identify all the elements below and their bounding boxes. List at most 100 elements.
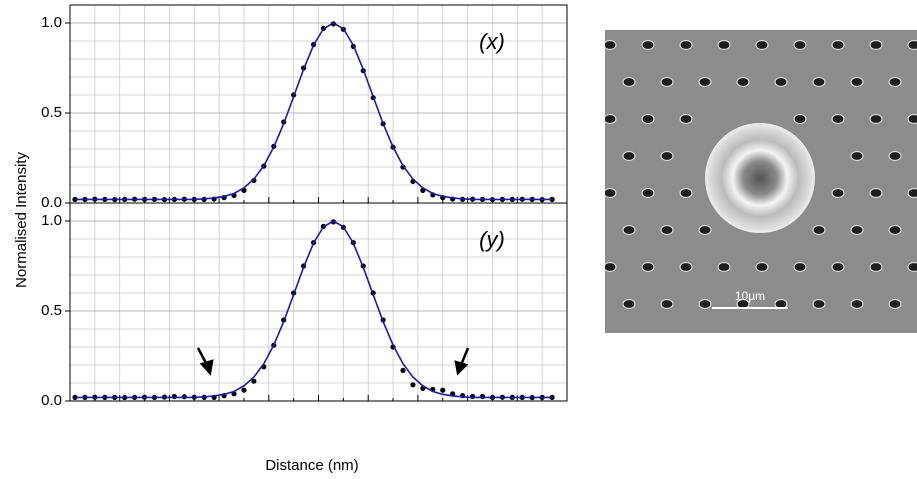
sem-image: 10µm bbox=[566, 4, 917, 346]
central-disc bbox=[705, 123, 815, 233]
hole bbox=[888, 224, 902, 236]
hole bbox=[566, 41, 578, 50]
fit-line bbox=[74, 220, 553, 399]
hole bbox=[794, 337, 806, 346]
hole bbox=[850, 150, 864, 162]
hole bbox=[869, 39, 883, 51]
hole bbox=[680, 337, 692, 346]
hole bbox=[831, 261, 845, 273]
hole bbox=[812, 224, 826, 236]
hole bbox=[698, 76, 712, 88]
hole bbox=[641, 39, 655, 51]
data-point bbox=[171, 393, 177, 400]
hole bbox=[793, 113, 807, 125]
x-axis-label: Distance (nm) bbox=[265, 457, 358, 474]
hole bbox=[566, 115, 578, 124]
hole bbox=[850, 298, 864, 310]
hole bbox=[908, 337, 917, 346]
hole bbox=[718, 337, 730, 346]
fit-line bbox=[74, 22, 553, 201]
hole bbox=[888, 76, 902, 88]
hole bbox=[566, 263, 578, 272]
hole bbox=[699, 4, 711, 13]
hole bbox=[907, 39, 917, 51]
hole bbox=[660, 224, 674, 236]
hole bbox=[679, 113, 693, 125]
arrows bbox=[196, 347, 470, 376]
hole bbox=[622, 298, 636, 310]
hole bbox=[585, 4, 597, 13]
hole bbox=[566, 189, 578, 198]
hole bbox=[831, 39, 845, 51]
hole bbox=[585, 226, 597, 235]
y-tick-label: 1.0 bbox=[41, 212, 62, 229]
hole bbox=[585, 78, 597, 87]
hole bbox=[566, 337, 578, 346]
hole bbox=[698, 298, 712, 310]
panel-label: (y) bbox=[479, 227, 505, 252]
hole bbox=[605, 261, 617, 273]
plots: 0.0 0.5 1.0 (x) 0.0 0.5 1.0 (y) bbox=[41, 4, 568, 409]
data-point bbox=[400, 367, 406, 373]
panel-label: (x) bbox=[479, 29, 505, 54]
hole bbox=[907, 187, 917, 199]
hole bbox=[679, 187, 693, 199]
hole bbox=[585, 152, 597, 161]
data-point bbox=[549, 196, 555, 202]
hole bbox=[605, 39, 617, 51]
hole bbox=[660, 298, 674, 310]
hole bbox=[774, 76, 788, 88]
y-tick-label: 0.5 bbox=[41, 104, 62, 121]
hole bbox=[831, 187, 845, 199]
hole bbox=[813, 4, 825, 13]
y-tick-label: 0.0 bbox=[41, 392, 62, 409]
hole bbox=[850, 76, 864, 88]
hole bbox=[832, 337, 844, 346]
hole bbox=[661, 4, 673, 13]
hole bbox=[641, 261, 655, 273]
panel: 0.0 0.5 1.0 (y) bbox=[41, 202, 568, 409]
hole bbox=[622, 150, 636, 162]
hole bbox=[604, 337, 616, 346]
hole bbox=[605, 187, 617, 199]
hole bbox=[889, 4, 901, 13]
hole bbox=[622, 224, 636, 236]
hole bbox=[869, 113, 883, 125]
hole bbox=[812, 76, 826, 88]
hole bbox=[641, 113, 655, 125]
hole bbox=[717, 39, 731, 51]
hole bbox=[850, 224, 864, 236]
hole bbox=[907, 113, 917, 125]
hole bbox=[793, 39, 807, 51]
data-point bbox=[479, 393, 486, 400]
hole bbox=[736, 76, 750, 88]
y-tick-label: 0.5 bbox=[41, 302, 62, 319]
y-tick-label: 1.0 bbox=[41, 14, 62, 31]
hole bbox=[851, 4, 863, 13]
plot-frame bbox=[69, 202, 568, 402]
hole bbox=[888, 298, 902, 310]
hole bbox=[755, 39, 769, 51]
arrow-head bbox=[199, 359, 214, 376]
hole bbox=[907, 261, 917, 273]
scale-label: 10µm bbox=[735, 289, 765, 303]
hole bbox=[756, 337, 768, 346]
arrow-head bbox=[454, 360, 469, 376]
hole bbox=[888, 150, 902, 162]
hole bbox=[775, 4, 787, 13]
hole bbox=[641, 187, 655, 199]
hole bbox=[623, 4, 635, 13]
hole bbox=[717, 261, 731, 273]
hole bbox=[585, 300, 597, 309]
hole bbox=[660, 76, 674, 88]
hole bbox=[679, 261, 693, 273]
data-point bbox=[410, 382, 416, 388]
holes bbox=[566, 4, 917, 346]
hole bbox=[870, 337, 882, 346]
data-point bbox=[251, 378, 257, 384]
arrow bbox=[459, 347, 470, 366]
hole bbox=[755, 261, 769, 273]
hole bbox=[698, 224, 712, 236]
hole bbox=[679, 39, 693, 51]
